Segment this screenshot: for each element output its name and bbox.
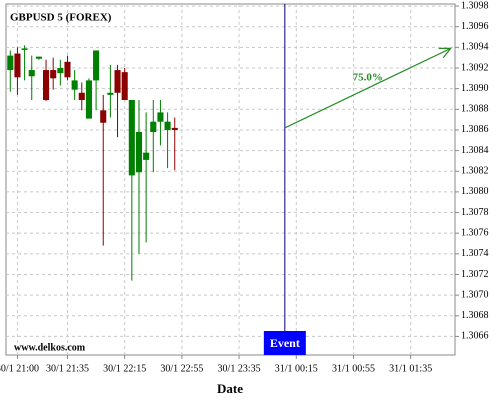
candle-body: [35, 56, 42, 59]
event-box: [263, 331, 306, 355]
y-tick-label: 1.3088: [461, 104, 489, 115]
candle-body: [164, 121, 171, 130]
candle-body: [100, 110, 107, 123]
candle-body: [85, 80, 92, 119]
candle-body: [128, 100, 135, 176]
candle-body: [28, 70, 35, 77]
candle-body: [150, 121, 157, 133]
candle-body: [114, 70, 121, 93]
y-tick-label: 1.3096: [461, 21, 489, 32]
x-tick-label: 30/1 21:00: [0, 363, 39, 374]
arrow-head: [438, 47, 452, 59]
forecast-arrow: [284, 47, 451, 129]
y-tick-label: 1.3074: [461, 248, 489, 259]
y-tick-label: 1.3066: [461, 331, 489, 342]
x-tick-label: 30/1 21:35: [46, 363, 89, 374]
y-tick-label: 1.3098: [461, 0, 489, 11]
candle-body: [64, 61, 71, 78]
event-label: Event: [270, 336, 300, 350]
chart-title: GBPUSD 5 (FOREX): [10, 12, 112, 24]
plot-area: [5, 3, 456, 356]
candle-body: [143, 152, 150, 160]
y-tick-label: 1.3068: [461, 310, 489, 321]
y-tick-label: 1.3090: [461, 83, 489, 94]
x-tick-label: 30/1 22:55: [160, 363, 203, 374]
candle-body: [121, 72, 128, 101]
candle-body: [14, 53, 21, 78]
y-tick-label: 1.3078: [461, 207, 489, 218]
y-tick-label: 1.3070: [461, 289, 489, 300]
x-tick-label: 30/1 23:35: [218, 363, 261, 374]
candle-body: [107, 92, 114, 95]
candle-body: [50, 70, 57, 79]
candle-body: [7, 55, 14, 71]
candle-body: [157, 112, 164, 122]
y-tick-label: 1.3080: [461, 186, 489, 197]
x-tick-label: 30/1 22:15: [103, 363, 146, 374]
y-tick-label: 1.3076: [461, 227, 489, 238]
y-tick-label: 1.3094: [461, 42, 489, 53]
x-axis-label: Date: [217, 381, 243, 396]
candle-body: [171, 127, 178, 130]
candle-body: [57, 68, 64, 74]
y-tick-label: 1.3084: [461, 145, 489, 156]
candle-body: [21, 48, 28, 50]
y-tick-label: 1.3072: [461, 269, 489, 280]
x-tick-label: 31/1 00:55: [332, 363, 375, 374]
y-tick-label: 1.3092: [461, 62, 489, 73]
candle-body: [71, 80, 78, 90]
x-tick-label: 31/1 00:15: [275, 363, 318, 374]
watermark: www.delkos.com: [14, 342, 86, 353]
candle-body: [93, 50, 100, 81]
candle-body: [78, 92, 85, 101]
y-tick-label: 1.3082: [461, 166, 489, 177]
forecast-label: 75.0%: [353, 72, 383, 84]
candle-body: [42, 70, 50, 101]
x-tick-label: 31/1 01:35: [389, 363, 432, 374]
y-tick-label: 1.3086: [461, 124, 489, 135]
candle-body: [135, 132, 143, 173]
